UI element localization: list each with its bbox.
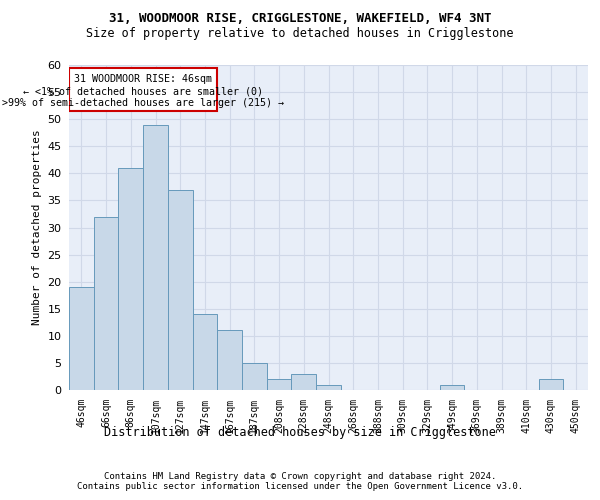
Text: 31 WOODMOOR RISE: 46sqm: 31 WOODMOOR RISE: 46sqm bbox=[74, 74, 212, 84]
Bar bbox=[168, 190, 193, 390]
Bar bbox=[94, 216, 118, 390]
Bar bbox=[539, 379, 563, 390]
Bar bbox=[242, 363, 267, 390]
Text: >99% of semi-detached houses are larger (215) →: >99% of semi-detached houses are larger … bbox=[2, 98, 284, 108]
Text: ← <1% of detached houses are smaller (0): ← <1% of detached houses are smaller (0) bbox=[23, 86, 263, 97]
Bar bbox=[440, 384, 464, 390]
Text: Contains public sector information licensed under the Open Government Licence v3: Contains public sector information licen… bbox=[77, 482, 523, 491]
Bar bbox=[292, 374, 316, 390]
Bar bbox=[118, 168, 143, 390]
FancyBboxPatch shape bbox=[69, 68, 217, 111]
Bar bbox=[143, 124, 168, 390]
Bar bbox=[193, 314, 217, 390]
Bar bbox=[267, 379, 292, 390]
Text: Contains HM Land Registry data © Crown copyright and database right 2024.: Contains HM Land Registry data © Crown c… bbox=[104, 472, 496, 481]
Bar bbox=[69, 287, 94, 390]
Text: 31, WOODMOOR RISE, CRIGGLESTONE, WAKEFIELD, WF4 3NT: 31, WOODMOOR RISE, CRIGGLESTONE, WAKEFIE… bbox=[109, 12, 491, 26]
Text: Size of property relative to detached houses in Crigglestone: Size of property relative to detached ho… bbox=[86, 28, 514, 40]
Text: Distribution of detached houses by size in Crigglestone: Distribution of detached houses by size … bbox=[104, 426, 496, 439]
Y-axis label: Number of detached properties: Number of detached properties bbox=[32, 130, 41, 326]
Bar bbox=[217, 330, 242, 390]
Bar bbox=[316, 384, 341, 390]
